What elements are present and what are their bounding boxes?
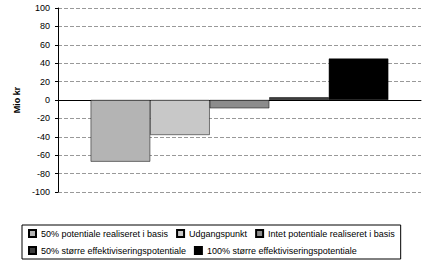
svg-text:-40: -40 bbox=[37, 132, 50, 142]
svg-text:-80: -80 bbox=[37, 169, 50, 179]
svg-text:50% større effektiviseringspot: 50% større effektiviseringspotentiale bbox=[41, 246, 186, 256]
svg-text:-60: -60 bbox=[37, 150, 50, 160]
svg-text:80: 80 bbox=[40, 21, 50, 31]
svg-text:Udgangspunkt: Udgangspunkt bbox=[189, 229, 248, 239]
svg-text:-100: -100 bbox=[32, 187, 50, 197]
svg-text:-20: -20 bbox=[37, 113, 50, 123]
svg-text:60: 60 bbox=[40, 40, 50, 50]
svg-text:100: 100 bbox=[35, 3, 50, 13]
svg-text:100% større effektiviseringspo: 100% større effektiviseringspotentiale bbox=[207, 246, 357, 256]
svg-text:40: 40 bbox=[40, 58, 50, 68]
svg-text:50% potentiale realiseret i ba: 50% potentiale realiseret i basis bbox=[41, 229, 169, 239]
svg-text:Mio kr: Mio kr bbox=[12, 86, 22, 113]
svg-text:20: 20 bbox=[40, 77, 50, 87]
svg-text:0: 0 bbox=[45, 95, 50, 105]
svg-text:Intet potentiale realiseret i: Intet potentiale realiseret i basis bbox=[268, 229, 395, 239]
